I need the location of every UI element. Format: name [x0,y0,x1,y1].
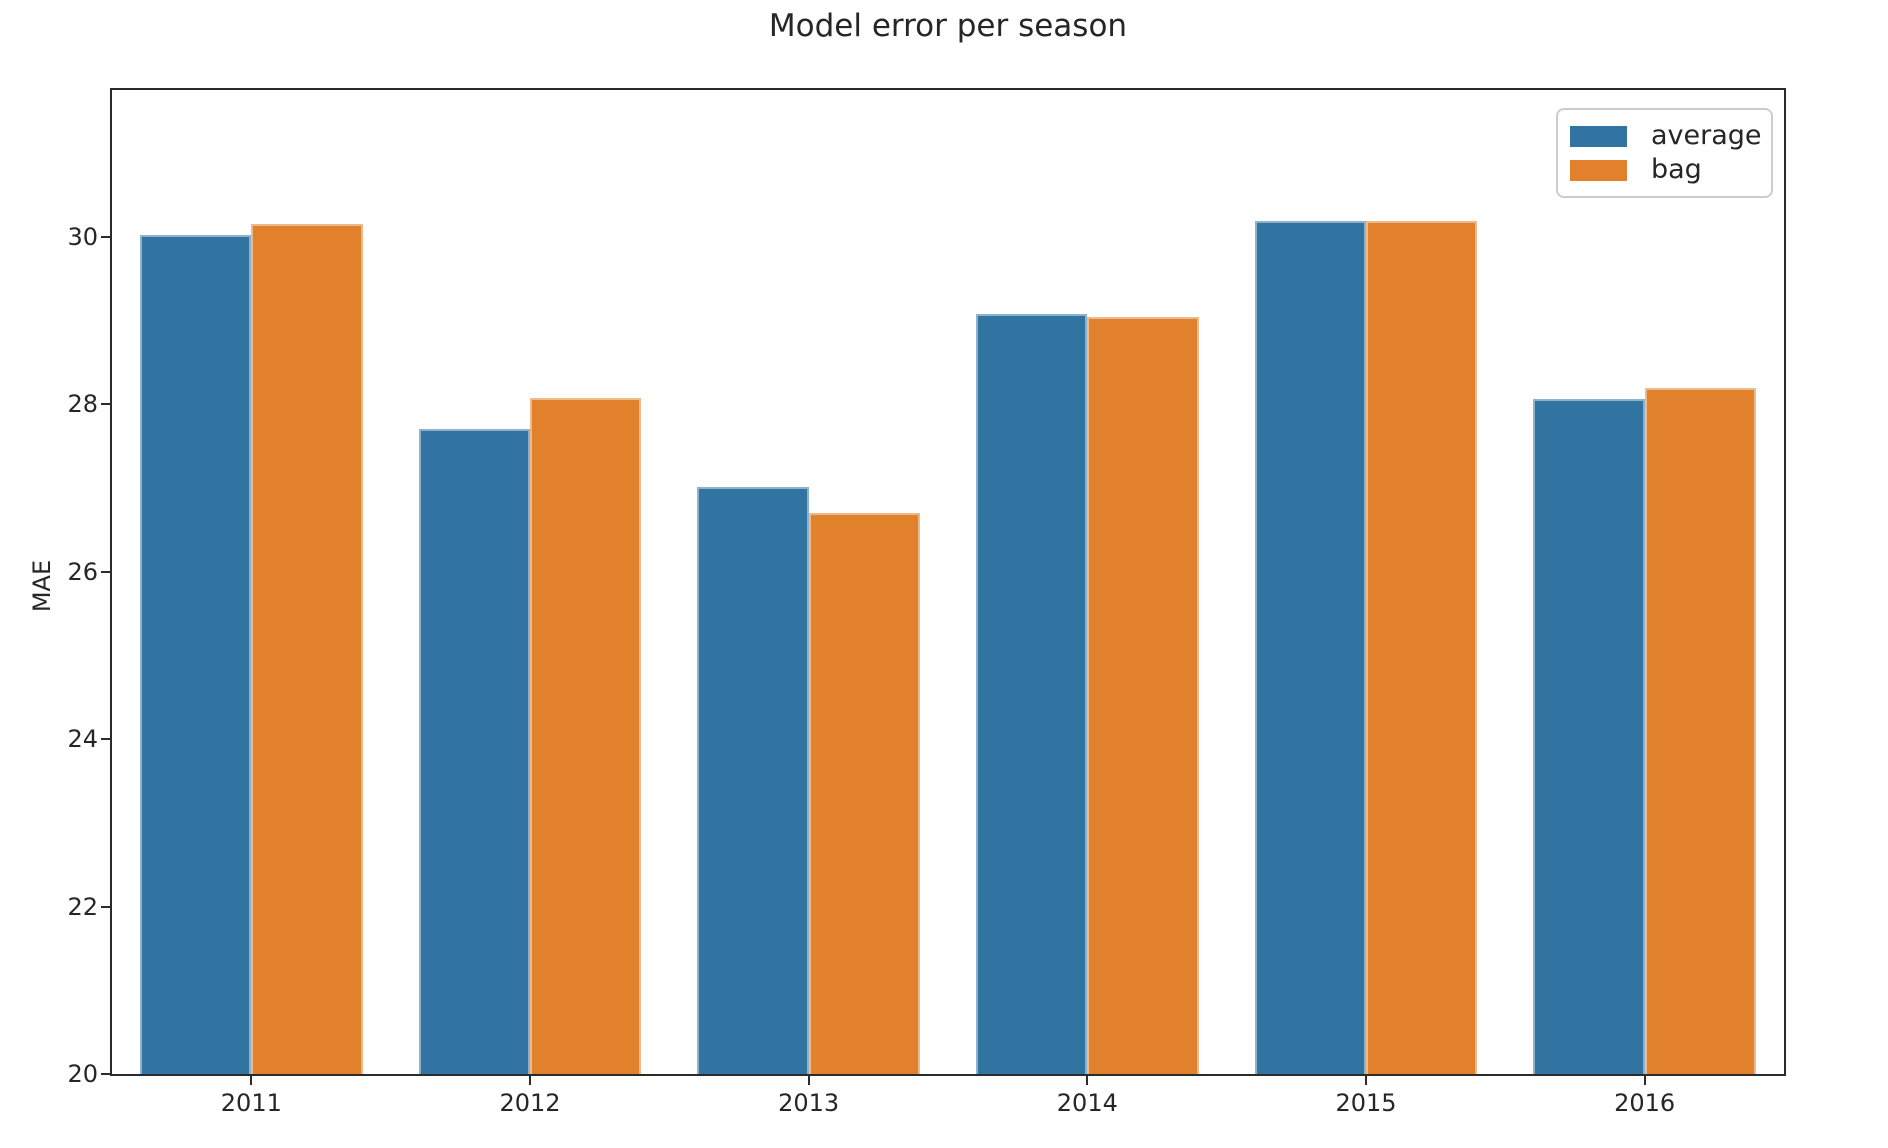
bar-average-2012 [418,429,530,1074]
x-tick-mark-2012 [529,1076,531,1085]
x-tick-mark-2014 [1086,1076,1089,1085]
bar-average-2015 [1254,221,1366,1074]
bars-layer [112,90,1784,1074]
chart-title: Model error per season [768,8,1128,44]
x-tick-label-2013: 2013 [778,1089,840,1117]
bar-bag-2016 [1644,388,1757,1074]
bar-bag-2013 [808,512,921,1074]
bar-average-2013 [697,486,809,1074]
bar-bag-2011 [251,224,363,1074]
x-tick-mark-2013 [807,1076,810,1085]
plot-area [110,88,1786,1076]
bar-bag-2014 [1087,316,1199,1074]
bar-average-2011 [139,234,252,1074]
x-tick-mark-2011 [250,1076,253,1085]
bar-average-2016 [1533,399,1645,1074]
y-tick-label-24: 24 [67,725,98,754]
bar-average-2014 [975,314,1088,1074]
legend: average bag [1556,108,1773,198]
y-tick-mark-30 [101,235,110,238]
y-tick-label-28: 28 [67,390,98,419]
y-tick-mark-20 [101,1073,110,1075]
y-tick-mark-28 [101,403,110,406]
y-tick-label-22: 22 [67,892,98,921]
legend-swatch-average [1570,125,1627,147]
legend-label-bag: bag [1651,154,1702,185]
y-tick-label-26: 26 [67,557,98,586]
legend-row-bag: bag [1570,153,1759,187]
y-tick-label-20: 20 [67,1060,98,1088]
legend-label-average: average [1651,120,1762,151]
y-tick-label-30: 30 [67,222,98,251]
x-tick-label-2014: 2014 [1056,1089,1118,1117]
y-axis-label: MAE [28,559,56,613]
legend-swatch-bag [1570,159,1627,181]
x-tick-mark-2016 [1643,1076,1646,1085]
y-tick-mark-24 [101,738,110,741]
x-tick-label-2016: 2016 [1614,1089,1676,1117]
bar-bag-2015 [1366,221,1478,1074]
y-tick-mark-26 [101,570,110,573]
x-tick-label-2011: 2011 [220,1089,282,1117]
x-tick-label-2015: 2015 [1335,1089,1397,1117]
x-tick-mark-2015 [1365,1076,1367,1085]
y-tick-mark-22 [101,905,110,908]
legend-row-average: average [1570,119,1762,153]
bar-bag-2012 [530,398,642,1074]
x-tick-label-2012: 2012 [499,1089,561,1117]
